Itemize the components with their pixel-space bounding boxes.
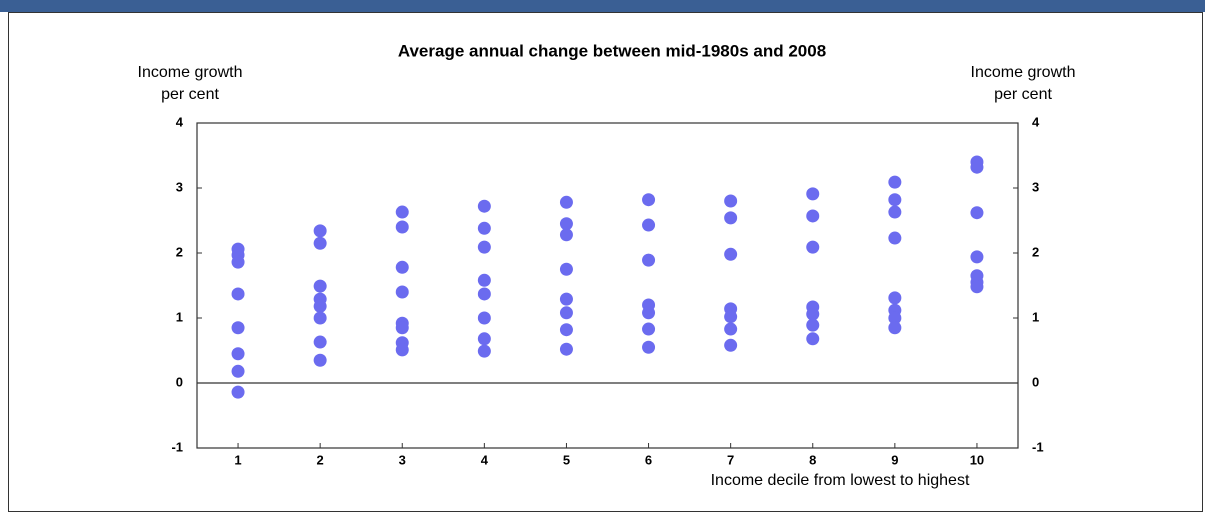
- point: [477, 273, 491, 287]
- point: [395, 285, 409, 299]
- point: [477, 221, 491, 235]
- point: [559, 342, 573, 356]
- point: [724, 338, 738, 352]
- y2-label: Income growth: [971, 64, 1076, 81]
- point: [642, 193, 656, 207]
- x-tick-label: 5: [563, 452, 570, 467]
- point: [313, 353, 327, 367]
- point: [642, 322, 656, 336]
- y2-tick-label: 0: [1032, 374, 1039, 389]
- point: [313, 299, 327, 313]
- x-tick-label: 7: [727, 452, 734, 467]
- y-tick-label: -1: [171, 439, 183, 454]
- point: [888, 311, 902, 325]
- point: [888, 205, 902, 219]
- point: [231, 347, 245, 361]
- point: [231, 385, 245, 399]
- y2-label: per cent: [994, 86, 1052, 103]
- point: [642, 253, 656, 267]
- point: [724, 322, 738, 336]
- x-tick-label: 10: [970, 452, 984, 467]
- point: [806, 318, 820, 332]
- point: [313, 335, 327, 349]
- point: [806, 332, 820, 346]
- y-tick-label: 2: [176, 244, 183, 259]
- point: [806, 187, 820, 201]
- point: [559, 323, 573, 337]
- point: [970, 206, 984, 220]
- point: [888, 231, 902, 245]
- point: [313, 236, 327, 250]
- y-tick-label: 4: [176, 114, 184, 129]
- x-tick-label: 9: [891, 452, 898, 467]
- point: [724, 211, 738, 225]
- y-tick-label: 1: [176, 309, 183, 324]
- point: [970, 250, 984, 264]
- y2-tick-label: -1: [1032, 439, 1044, 454]
- point: [477, 311, 491, 325]
- point: [888, 291, 902, 305]
- point: [231, 287, 245, 301]
- point: [559, 262, 573, 276]
- plot-frame: [196, 122, 1019, 449]
- point: [888, 321, 902, 335]
- point: [559, 306, 573, 320]
- point: [395, 343, 409, 357]
- point: [806, 209, 820, 223]
- point: [395, 220, 409, 234]
- point: [395, 205, 409, 219]
- y2-tick-label: 4: [1032, 114, 1040, 129]
- point: [231, 364, 245, 378]
- point: [231, 255, 245, 269]
- x-label: Income decile from lowest to highest: [711, 472, 970, 489]
- point: [477, 240, 491, 254]
- point: [477, 287, 491, 301]
- point: [477, 199, 491, 213]
- point: [313, 311, 327, 325]
- x-tick-label: 3: [399, 452, 406, 467]
- header-bar: [0, 0, 1205, 12]
- x-tick-label: 6: [645, 452, 652, 467]
- x-tick-label: 8: [809, 452, 816, 467]
- point: [642, 218, 656, 232]
- x-tick-label: 1: [234, 452, 241, 467]
- point: [559, 195, 573, 209]
- point: [642, 306, 656, 320]
- x-tick-label: 4: [481, 452, 489, 467]
- point: [559, 292, 573, 306]
- chart-title: Average annual change between mid-1980s …: [398, 41, 826, 60]
- point: [477, 332, 491, 346]
- y-tick-label: 3: [176, 179, 183, 194]
- x-tick-label: 2: [317, 452, 324, 467]
- point: [970, 280, 984, 294]
- y2-tick-label: 1: [1032, 309, 1039, 324]
- point: [231, 321, 245, 335]
- point: [395, 321, 409, 335]
- point: [806, 240, 820, 254]
- y-tick-label: 0: [176, 374, 183, 389]
- point: [806, 307, 820, 321]
- point: [559, 228, 573, 242]
- point: [888, 175, 902, 189]
- point: [395, 260, 409, 274]
- y2-tick-label: 2: [1032, 244, 1039, 259]
- point: [724, 194, 738, 208]
- y2-tick-label: 3: [1032, 179, 1039, 194]
- point: [559, 217, 573, 231]
- point: [642, 340, 656, 354]
- y-label: Income growth: [138, 64, 243, 81]
- point: [477, 344, 491, 358]
- point: [724, 247, 738, 261]
- y-label: per cent: [161, 86, 219, 103]
- point: [888, 193, 902, 207]
- point: [970, 160, 984, 174]
- point: [313, 279, 327, 293]
- point: [724, 310, 738, 324]
- point: [313, 224, 327, 238]
